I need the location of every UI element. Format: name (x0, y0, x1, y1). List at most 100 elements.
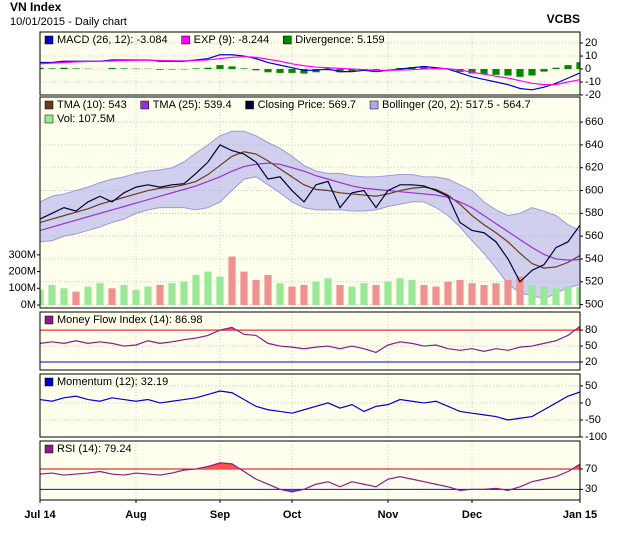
bar (192, 68, 200, 70)
bar (468, 69, 476, 74)
legend-swatch (44, 100, 54, 110)
plot-area (40, 441, 580, 500)
bar (240, 271, 248, 305)
bar (420, 284, 428, 305)
bar (144, 286, 152, 305)
y-tick-label: 70 (585, 463, 597, 475)
legend-label: Divergence: 5.159 (295, 34, 384, 46)
x-tick-label: Sep (210, 509, 230, 521)
y-tick-label: 600 (585, 184, 603, 196)
legend-label: EXP (9): -8.244 (194, 34, 270, 46)
bar (396, 278, 404, 305)
plot-area (40, 97, 580, 308)
bar (492, 283, 500, 305)
bar (228, 66, 236, 70)
bar (264, 69, 272, 73)
legend-label: Money Flow Index (14): 86.98 (57, 314, 203, 326)
bar (216, 65, 224, 70)
y-tick-label: 20 (585, 356, 597, 368)
bar (384, 281, 392, 305)
bar (324, 69, 332, 71)
legend-swatch (44, 377, 54, 387)
bar (300, 284, 308, 305)
band-upper (40, 130, 580, 232)
bar (348, 69, 356, 72)
bar (264, 274, 272, 305)
y-tick-label: 620 (585, 162, 603, 174)
series-line (40, 144, 580, 283)
bar (372, 284, 380, 305)
bar (528, 284, 536, 305)
legend-swatch (369, 100, 379, 110)
y-tick-label: 50 (585, 340, 597, 352)
y-tick-label: 540 (585, 253, 603, 265)
legend-label: RSI (14): 79.24 (57, 443, 132, 455)
panel-background (40, 312, 580, 370)
chart-title: VN Index (10, 0, 62, 14)
panel-background (40, 374, 580, 437)
bar (324, 278, 332, 305)
bar (72, 291, 80, 305)
bar (504, 69, 512, 76)
bar (180, 281, 188, 305)
bar (228, 256, 236, 305)
y2-tick-label: 300M (8, 249, 36, 261)
bar (300, 69, 308, 74)
legend-swatch (44, 35, 54, 45)
y2-tick-label: 200M (8, 265, 36, 277)
bar (288, 286, 296, 305)
bar (516, 276, 524, 305)
bar (168, 283, 176, 305)
x-tick-label: Aug (125, 509, 146, 521)
y2-tick-label: 100M (8, 282, 36, 294)
bar (48, 68, 56, 70)
legend-label: MACD (26, 12): -3.084 (57, 34, 168, 46)
panel-border (39, 311, 581, 371)
legend-swatch (44, 114, 54, 124)
bar (48, 284, 56, 305)
panel-background (40, 441, 580, 500)
bar (456, 279, 464, 305)
bar (192, 274, 200, 305)
legend-label: Closing Price: 569.7 (258, 99, 356, 111)
bar (360, 283, 368, 305)
bar (204, 67, 212, 70)
legend-label: TMA (10): 543 (57, 99, 127, 111)
bar (444, 281, 452, 305)
legend-swatch (245, 100, 254, 110)
bar (156, 69, 164, 70)
bar (480, 69, 488, 75)
y-tick-label: -10 (585, 76, 601, 88)
bar (348, 286, 356, 305)
panel-border (39, 373, 581, 438)
y-tick-label: 80 (585, 324, 597, 336)
bar (276, 283, 284, 305)
x-tick-label: Oct (283, 509, 302, 521)
bar (120, 284, 128, 305)
series-line (40, 462, 580, 493)
y-tick-label: 0 (585, 63, 591, 75)
bar (60, 288, 68, 305)
chart-subtitle: 10/01/2015 - Daily chart (10, 16, 127, 28)
legend-label: TMA (25): 539.4 (153, 99, 232, 111)
plot-area (40, 32, 580, 95)
legend-swatch (44, 315, 54, 325)
plot-area (40, 374, 580, 437)
bar (312, 281, 320, 305)
bar (240, 68, 248, 70)
bar (156, 284, 164, 305)
bar (132, 289, 140, 305)
x-tick-label: Jan 15 (563, 509, 597, 521)
band-fill (40, 131, 580, 299)
source: VCBS (547, 12, 580, 26)
bar (516, 69, 524, 77)
legend-swatch (283, 35, 292, 45)
bar (40, 289, 44, 305)
legend-label: Bollinger (20, 2): 517.5 - 564.7 (382, 99, 531, 111)
bar (540, 286, 548, 305)
y-tick-label: 580 (585, 207, 603, 219)
bar (120, 68, 128, 70)
bar (564, 65, 572, 70)
bar (108, 288, 116, 305)
